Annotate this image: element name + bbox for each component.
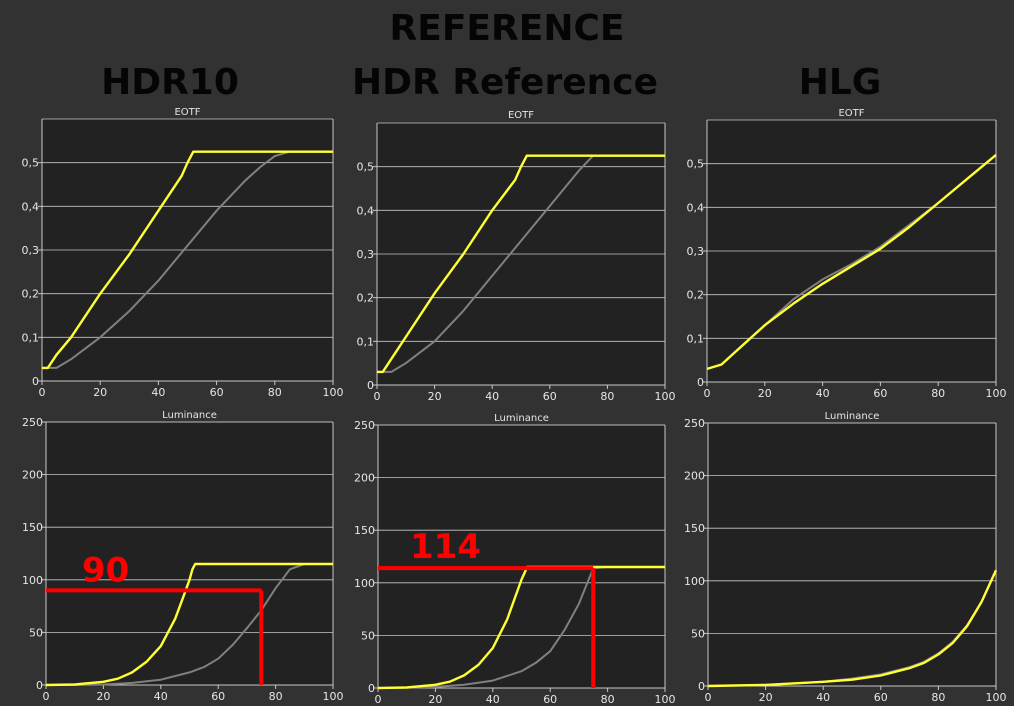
measured-curve: [377, 154, 665, 374]
measured-curve: [45, 562, 333, 687]
x-tick-label: 20: [758, 387, 772, 400]
x-tick-label: 80: [269, 690, 283, 703]
target-curve: [46, 563, 333, 686]
x-tick-label: 20: [759, 691, 773, 704]
y-tick-label: 0,5: [687, 158, 705, 171]
y-tick-label: 50: [691, 627, 705, 640]
y-tick-label: 0: [367, 379, 374, 392]
x-tick-label: 40: [816, 691, 830, 704]
x-tick-label: 60: [210, 386, 224, 399]
plot-area: [708, 423, 996, 686]
y-tick-label: 200: [684, 470, 705, 483]
column-title-hdr-reference: HDR Reference: [351, 62, 659, 103]
y-tick-label: 250: [684, 417, 705, 430]
x-tick-label: 0: [39, 386, 46, 399]
y-tick-label: 200: [22, 469, 43, 482]
y-tick-label: 250: [22, 416, 43, 429]
plot-area: [46, 422, 333, 685]
x-tick-label: 100: [986, 387, 1007, 400]
column-title-hdr10: HDR10: [101, 62, 239, 103]
y-tick-label: 0: [368, 682, 375, 695]
y-tick-label: 0: [36, 679, 43, 692]
y-tick-label: 100: [354, 577, 375, 590]
y-tick-label: 0,2: [22, 288, 40, 301]
x-tick-label: 80: [601, 693, 615, 706]
y-tick-label: 0: [698, 680, 705, 693]
x-tick-label: 40: [154, 690, 168, 703]
y-tick-label: 0: [32, 375, 39, 388]
marker-value-label: 114: [410, 527, 481, 567]
x-tick-label: 40: [151, 386, 165, 399]
y-tick-label: 0,1: [22, 331, 40, 344]
x-tick-label: 60: [874, 691, 888, 704]
x-tick-label: 20: [96, 690, 110, 703]
x-tick-label: 60: [211, 690, 225, 703]
x-tick-label: 80: [268, 386, 282, 399]
y-tick-label: 0,4: [357, 204, 375, 217]
y-tick-label: 100: [684, 575, 705, 588]
y-tick-label: 0,3: [357, 248, 375, 261]
x-tick-label: 40: [485, 390, 499, 403]
x-tick-label: 100: [655, 693, 676, 706]
x-tick-label: 60: [873, 387, 887, 400]
x-tick-label: 0: [704, 387, 711, 400]
y-tick-label: 50: [361, 629, 375, 642]
x-tick-label: 80: [931, 691, 945, 704]
x-tick-label: 40: [816, 387, 830, 400]
x-tick-label: 80: [931, 387, 945, 400]
y-tick-label: 0,1: [357, 335, 375, 348]
y-tick-label: 0,5: [22, 157, 40, 170]
y-tick-label: 0,4: [22, 200, 40, 213]
page-title: REFERENCE: [389, 8, 625, 49]
y-tick-label: 50: [29, 626, 43, 639]
y-tick-label: 0,5: [357, 161, 375, 174]
x-tick-label: 100: [323, 690, 344, 703]
chart-title: EOTF: [838, 108, 864, 119]
y-tick-label: 150: [684, 522, 705, 535]
chart-title: EOTF: [174, 107, 200, 118]
x-tick-label: 0: [375, 693, 382, 706]
x-tick-label: 0: [43, 690, 50, 703]
x-tick-label: 100: [323, 386, 344, 399]
x-tick-label: 0: [705, 691, 712, 704]
y-tick-label: 100: [22, 574, 43, 587]
y-tick-label: 250: [354, 419, 375, 432]
measured-curve: [707, 569, 998, 688]
x-tick-label: 40: [486, 693, 500, 706]
x-tick-label: 20: [428, 390, 442, 403]
x-tick-label: 100: [986, 691, 1007, 704]
measured-curve: [706, 153, 997, 371]
plot-area: [378, 425, 665, 688]
y-tick-label: 0,3: [687, 245, 705, 258]
x-tick-label: 20: [428, 693, 442, 706]
x-tick-label: 0: [374, 390, 381, 403]
x-tick-label: 20: [93, 386, 107, 399]
y-tick-label: 0,4: [687, 201, 705, 214]
measured-curve: [42, 150, 333, 370]
y-tick-label: 0,3: [22, 244, 40, 257]
y-tick-label: 0,2: [357, 292, 375, 305]
y-tick-label: 150: [354, 524, 375, 537]
x-tick-label: 60: [543, 390, 557, 403]
y-tick-label: 200: [354, 472, 375, 485]
y-tick-label: 0,1: [687, 332, 705, 345]
y-tick-label: 150: [22, 521, 43, 534]
chart-title: Luminance: [825, 411, 880, 422]
chart-title: Luminance: [162, 410, 217, 421]
marker-value-label: 90: [82, 550, 129, 590]
y-tick-label: 0,2: [687, 289, 705, 302]
x-tick-label: 60: [543, 693, 557, 706]
column-title-hlg: HLG: [798, 62, 882, 103]
chart-title: Luminance: [494, 413, 549, 424]
y-tick-label: 0: [697, 376, 704, 389]
x-tick-label: 80: [600, 390, 614, 403]
chart-title: EOTF: [508, 110, 534, 121]
x-tick-label: 100: [655, 390, 676, 403]
